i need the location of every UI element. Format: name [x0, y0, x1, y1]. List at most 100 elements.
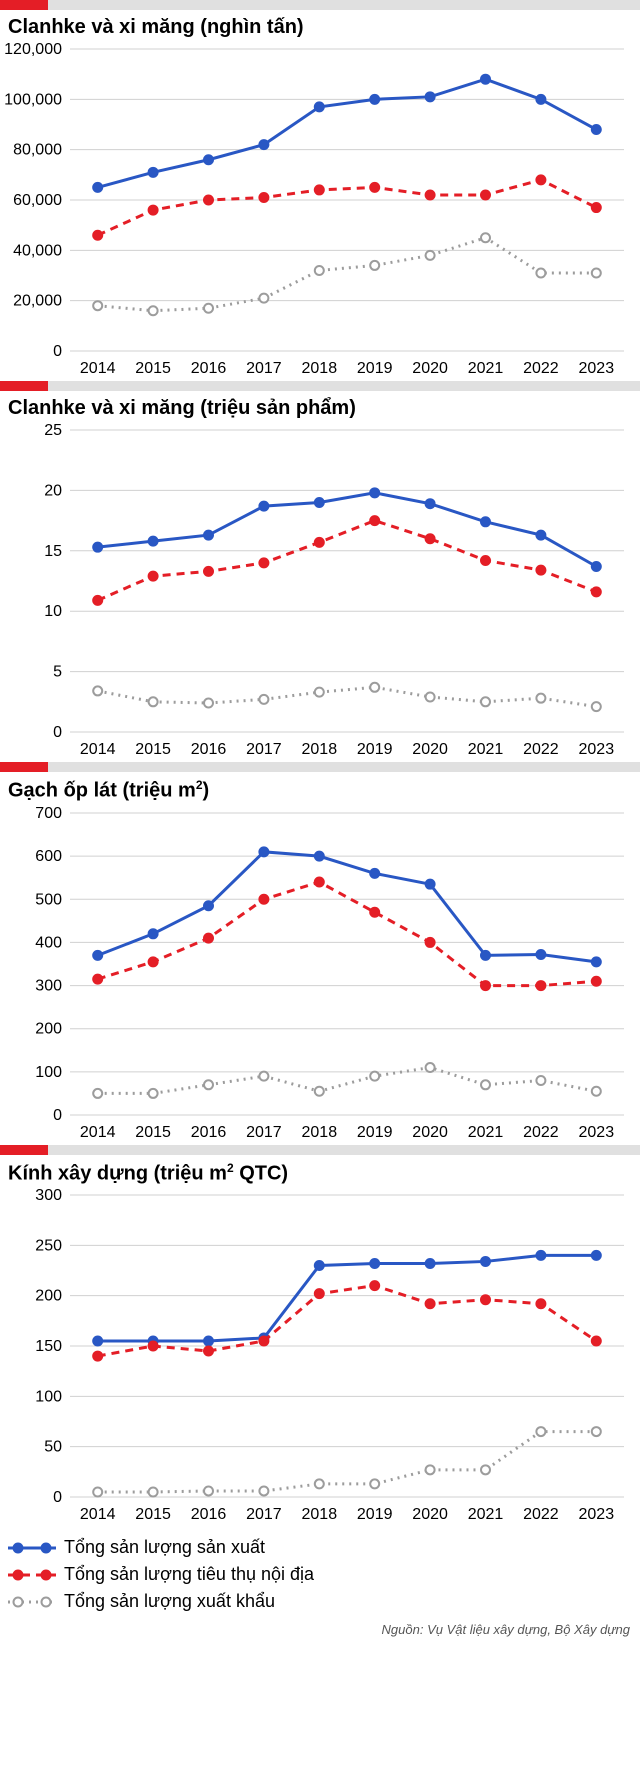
x-tick-label: 2015: [135, 1506, 171, 1523]
x-tick-label: 2023: [579, 360, 615, 377]
marker-s1: [481, 1257, 490, 1266]
marker-s2: [481, 190, 490, 199]
x-tick-label: 2018: [302, 1506, 338, 1523]
legend: Tổng sản lượng sản xuất Tổng sản lượng ti…: [0, 1527, 640, 1622]
marker-s3: [93, 1089, 102, 1098]
y-tick-label: 150: [35, 1338, 62, 1355]
x-tick-label: 2018: [302, 741, 338, 758]
y-tick-label: 10: [44, 603, 62, 620]
series-line-s3: [98, 238, 597, 311]
series-line-s2: [98, 521, 597, 601]
marker-s2: [370, 516, 379, 525]
marker-s3: [426, 1063, 435, 1072]
series-line-s1: [98, 493, 597, 567]
marker-s1: [370, 1259, 379, 1268]
y-tick-label: 80,000: [13, 142, 62, 159]
marker-s2: [259, 193, 268, 202]
x-tick-label: 2023: [579, 1124, 615, 1141]
marker-s1: [370, 869, 379, 878]
marker-s3: [149, 697, 158, 706]
marker-s1: [259, 140, 268, 149]
x-tick-label: 2017: [246, 1124, 282, 1141]
x-tick-label: 2016: [191, 1124, 227, 1141]
x-tick-label: 2016: [191, 741, 227, 758]
marker-s1: [481, 75, 490, 84]
x-tick-label: 2020: [412, 360, 448, 377]
y-tick-label: 0: [53, 1489, 62, 1506]
chart-title: Gạch ốp lát (triệu m2): [0, 772, 640, 805]
marker-s3: [204, 1487, 213, 1496]
marker-s1: [315, 851, 324, 860]
legend-label: Tổng sản lượng sản xuất: [64, 1537, 265, 1558]
marker-s1: [259, 502, 268, 511]
x-tick-label: 2014: [80, 1124, 116, 1141]
chart-title: Clanhke và xi măng (triệu sản phẩm): [0, 391, 640, 422]
y-tick-label: 60,000: [13, 192, 62, 209]
marker-s1: [93, 183, 102, 192]
legend-item: Tổng sản lượng sản xuất: [8, 1537, 632, 1558]
accent-bar: [0, 1145, 640, 1155]
marker-s3: [592, 1427, 601, 1436]
y-tick-label: 600: [35, 848, 62, 865]
marker-s1: [204, 901, 213, 910]
x-tick-label: 2021: [468, 741, 504, 758]
y-tick-label: 50: [44, 1439, 62, 1456]
x-tick-label: 2017: [246, 360, 282, 377]
x-tick-label: 2020: [412, 1124, 448, 1141]
marker-s3: [426, 251, 435, 260]
marker-s2: [592, 203, 601, 212]
marker-s2: [149, 1342, 158, 1351]
x-tick-label: 2014: [80, 1506, 116, 1523]
marker-s2: [370, 1281, 379, 1290]
legend-swatch: [8, 1568, 56, 1582]
marker-s2: [592, 1337, 601, 1346]
y-tick-label: 250: [35, 1238, 62, 1255]
y-tick-label: 20: [44, 482, 62, 499]
y-tick-label: 100: [35, 1064, 62, 1081]
marker-s1: [149, 929, 158, 938]
marker-s3: [481, 233, 490, 242]
marker-s2: [204, 196, 213, 205]
y-tick-label: 100,000: [4, 91, 62, 108]
y-tick-label: 0: [53, 343, 62, 360]
legend-item: Tổng sản lượng xuất khẩu: [8, 1591, 632, 1612]
x-tick-label: 2022: [523, 741, 559, 758]
marker-s3: [481, 697, 490, 706]
y-tick-label: 25: [44, 422, 62, 439]
x-tick-label: 2018: [302, 360, 338, 377]
series-line-s2: [98, 1286, 597, 1356]
marker-s1: [93, 543, 102, 552]
x-tick-label: 2022: [523, 1506, 559, 1523]
y-tick-label: 40,000: [13, 242, 62, 259]
x-tick-label: 2023: [579, 1506, 615, 1523]
marker-s2: [536, 175, 545, 184]
marker-s3: [93, 686, 102, 695]
marker-s3: [93, 1488, 102, 1497]
y-tick-label: 700: [35, 805, 62, 822]
chart-svg: 0501001502002503002014201520162017201820…: [0, 1187, 640, 1527]
x-tick-label: 2021: [468, 360, 504, 377]
y-tick-label: 0: [53, 1107, 62, 1124]
marker-s3: [149, 1089, 158, 1098]
marker-s2: [481, 981, 490, 990]
marker-s2: [204, 1347, 213, 1356]
chart-c2: Clanhke và xi măng (triệu sản phẩm)05101…: [0, 381, 640, 762]
y-tick-label: 100: [35, 1389, 62, 1406]
marker-s1: [93, 951, 102, 960]
y-tick-label: 300: [35, 977, 62, 994]
marker-s3: [315, 1086, 324, 1095]
marker-s2: [259, 558, 268, 567]
marker-s2: [426, 190, 435, 199]
marker-s3: [536, 694, 545, 703]
chart-c1: Clanhke và xi măng (nghìn tấn)020,00040,…: [0, 0, 640, 381]
chart-title: Clanhke và xi măng (nghìn tấn): [0, 10, 640, 41]
marker-s3: [370, 683, 379, 692]
marker-s1: [536, 95, 545, 104]
marker-s2: [481, 1296, 490, 1305]
marker-s2: [204, 933, 213, 942]
marker-s3: [592, 1086, 601, 1095]
legend-item: Tổng sản lượng tiêu thụ nội địa: [8, 1564, 632, 1585]
marker-s1: [204, 155, 213, 164]
marker-s2: [315, 185, 324, 194]
x-tick-label: 2020: [412, 741, 448, 758]
